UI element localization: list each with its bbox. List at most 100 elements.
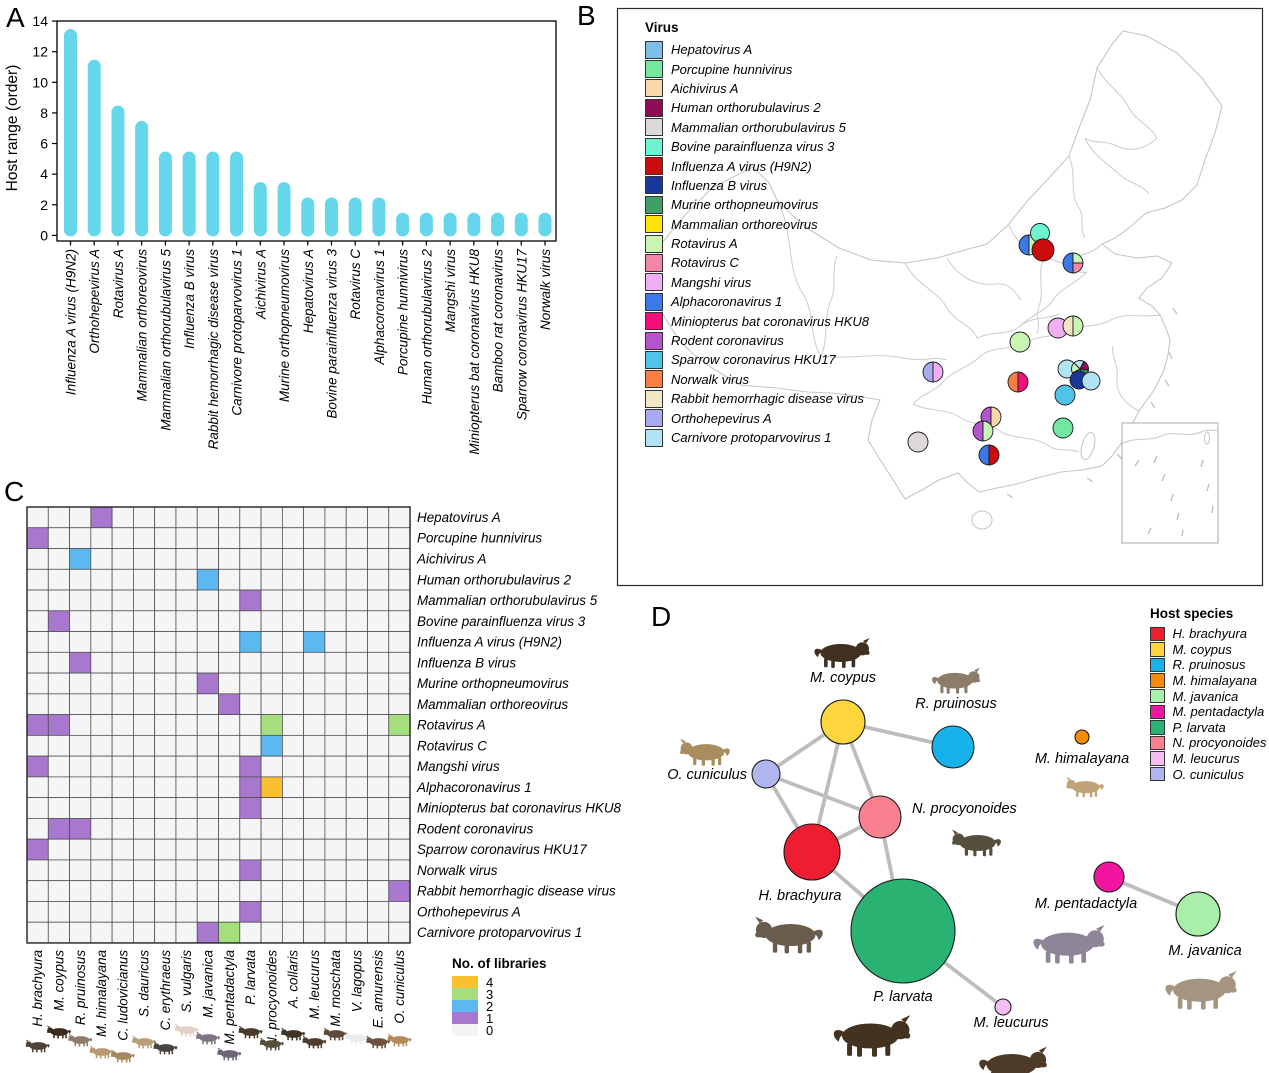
- heatmap-cell: [388, 527, 411, 549]
- network-node: [931, 725, 975, 769]
- heatmap-cell: [324, 527, 347, 549]
- heatmap-cell: [303, 901, 326, 923]
- heatmap-cell: [69, 610, 92, 632]
- legend-label: 0: [486, 1022, 494, 1038]
- heatmap-cell: [345, 714, 368, 736]
- heatmap-cell: [303, 714, 326, 736]
- heatmap-cell: [388, 818, 411, 840]
- heatmap-cell: [175, 818, 198, 840]
- bar-category-label: Norwalk virus: [538, 249, 553, 330]
- network-node: [1074, 729, 1090, 745]
- heatmap-row-label: Alphacoronavirus 1: [416, 780, 532, 795]
- taiwan-island: [1080, 431, 1096, 461]
- heatmap-cell: [47, 631, 70, 653]
- heatmap-cell: [175, 548, 198, 570]
- legend-swatch: [1150, 688, 1165, 704]
- heatmap-cell: [345, 506, 368, 529]
- heatmap-cell: [260, 589, 283, 612]
- legend-label: Mammalian orthorubulavirus 5: [671, 119, 846, 135]
- heatmap-cell: [196, 714, 219, 736]
- host-animal-silhouette: [153, 1041, 178, 1055]
- heatmap-cell: [133, 527, 156, 549]
- bar: [514, 212, 528, 237]
- bar-category-label: Mangshi virus: [443, 249, 458, 333]
- pie-slice: [907, 431, 929, 453]
- heatmap-col-label: R. pruinosus: [73, 950, 88, 1025]
- legend-swatch: [645, 273, 663, 292]
- heatmap-cell: [303, 755, 326, 778]
- heatmap-cell: [303, 776, 326, 799]
- heatmap-row-label: Orthohepevirus A: [417, 904, 521, 919]
- pie-slice: [1062, 315, 1074, 337]
- heatmap-cell: [90, 838, 113, 861]
- heatmap-cell: [90, 755, 113, 778]
- map-pie: [907, 431, 929, 453]
- legend-swatch: [645, 292, 663, 311]
- heatmap-col-label: M. leucurus: [307, 950, 322, 1020]
- heatmap-cell: [154, 527, 177, 549]
- legend-swatch: [645, 389, 663, 408]
- heatmap-cell: [367, 589, 390, 612]
- plot-frame: [56, 20, 557, 242]
- heatmap-cell: [69, 880, 92, 902]
- panel-d-label: D: [651, 601, 672, 632]
- heatmap-cell: [133, 880, 156, 902]
- heatmap-cell: [69, 797, 92, 819]
- network-node: [858, 795, 902, 839]
- heatmap-cell: [281, 631, 305, 653]
- heatmap-cell: [281, 901, 305, 923]
- heatmap-row-label: Mammalian orthoreovirus: [417, 697, 568, 712]
- heatmap-cell: [324, 568, 347, 591]
- heatmap-cell: [260, 901, 283, 923]
- heatmap-cell: [154, 589, 177, 612]
- heatmap-row-label: Aichivirus A: [416, 552, 487, 567]
- heatmap-cell: [345, 880, 368, 902]
- heatmap-cell: [196, 610, 219, 632]
- bar: [491, 212, 505, 237]
- legend-label: M. pentadactyla: [1172, 704, 1265, 720]
- libraries-legend-title: No. of libraries: [452, 956, 547, 971]
- bar-category-label: Rabbit hemorrhagic disease virus: [206, 249, 221, 450]
- heatmap-cell: [90, 797, 113, 819]
- heatmap-cell: [260, 506, 283, 529]
- pie-slice: [1062, 252, 1074, 274]
- legend-swatch: [452, 1024, 478, 1036]
- pie-slice: [990, 406, 1002, 428]
- heatmap-cell: [175, 610, 198, 632]
- map-pie: [1081, 371, 1101, 391]
- heatmap-cell: [281, 818, 305, 840]
- heatmap-cell: [367, 693, 390, 715]
- bar-category-label: Miniopterus bat coronavirus HKU8: [467, 249, 482, 455]
- bar: [467, 212, 481, 237]
- heatmap-cell: [26, 548, 49, 570]
- heatmap-cell: [47, 797, 70, 819]
- host-animal-silhouette: [110, 1049, 135, 1063]
- heatmap-cell: [218, 610, 241, 632]
- heatmap-cell: [175, 589, 198, 612]
- heatmap-cell: [218, 818, 241, 840]
- legend-item: Carnivore protoparvovirus 1: [645, 428, 869, 447]
- heatmap-col-label: C. ludovicianus: [115, 950, 130, 1041]
- heatmap-cell: [26, 859, 49, 882]
- heatmap-cell: [303, 672, 326, 695]
- heatmap-cell: [345, 734, 368, 757]
- pie-slice: [922, 361, 934, 383]
- bar: [348, 197, 362, 237]
- pie-slice: [1031, 238, 1055, 262]
- legend-item: Murine orthopneumovirus: [645, 195, 869, 214]
- heatmap-cell: [324, 797, 347, 819]
- heatmap-col-label: S. vulgaris: [179, 950, 194, 1013]
- heatmap-row-label: Miniopterus bat coronavirus HKU8: [417, 801, 621, 816]
- heatmap-cell: [260, 734, 283, 757]
- heatmap-cell: [133, 838, 156, 861]
- heatmap-cell: [47, 672, 70, 695]
- legend-item: P. larvata: [1150, 720, 1266, 736]
- heatmap-cell: [324, 880, 347, 902]
- heatmap-cell: [239, 797, 262, 819]
- legend-item: Mammalian orthorubulavirus 5: [645, 118, 869, 137]
- heatmap-cell: [111, 568, 134, 591]
- host-animal-silhouette: [1165, 970, 1237, 1010]
- legend-label: Hepatovirus A: [671, 42, 753, 58]
